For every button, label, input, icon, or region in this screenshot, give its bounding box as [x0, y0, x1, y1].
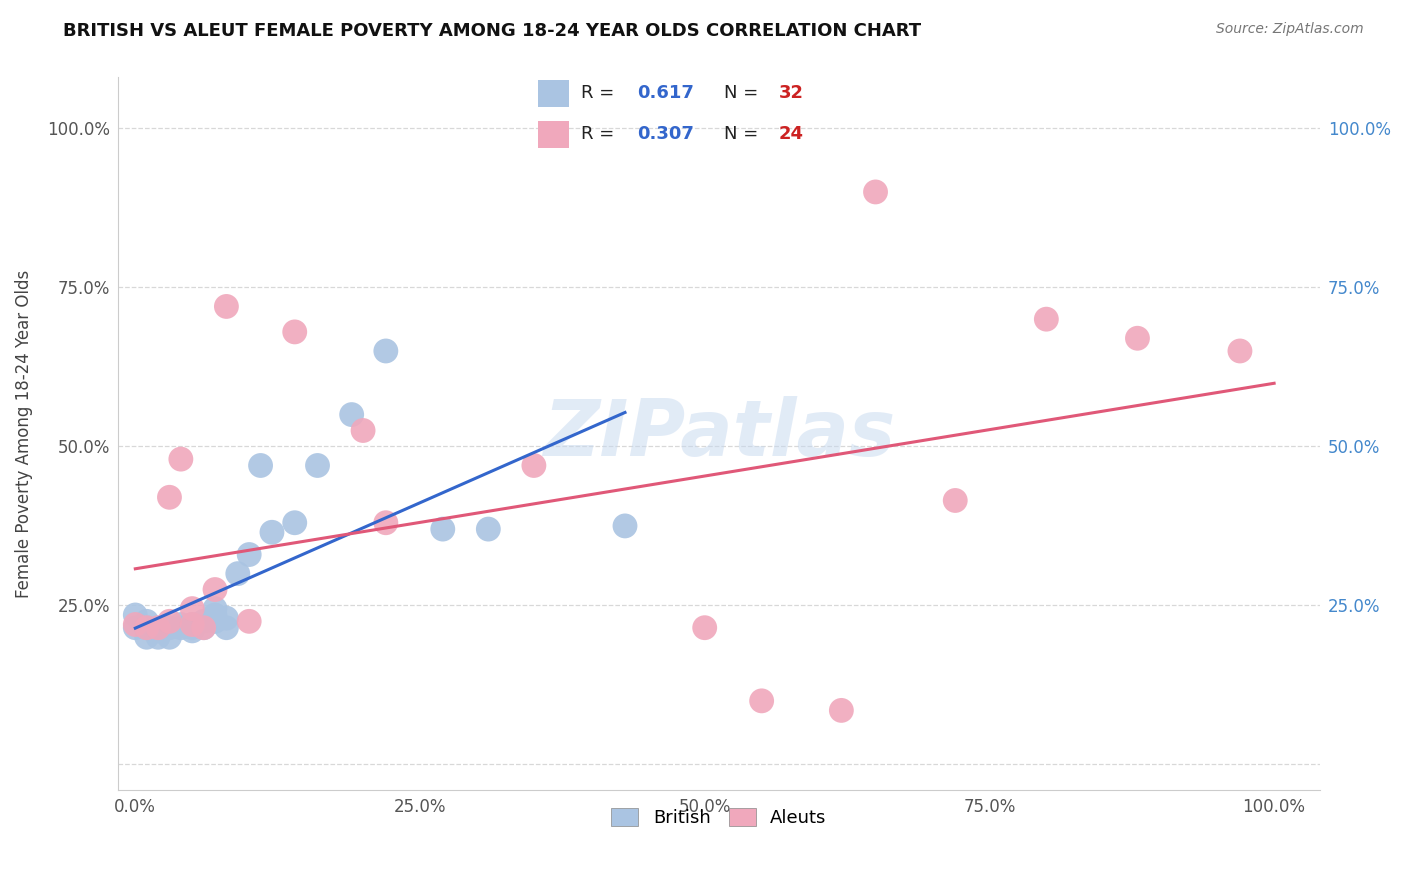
Y-axis label: Female Poverty Among 18-24 Year Olds: Female Poverty Among 18-24 Year Olds: [15, 269, 32, 598]
Point: [1035, 312, 1057, 326]
Point: [260, 525, 283, 540]
Point: [523, 458, 546, 473]
Point: [159, 491, 181, 505]
Point: [284, 516, 307, 530]
Point: [204, 607, 226, 622]
Point: [1229, 343, 1251, 358]
Point: [238, 548, 260, 562]
Point: [215, 621, 238, 635]
Text: 0.307: 0.307: [637, 125, 695, 143]
Point: [432, 522, 454, 536]
Point: [135, 621, 157, 635]
Point: [159, 615, 181, 629]
Point: [340, 408, 363, 422]
Point: [181, 617, 204, 632]
Point: [307, 458, 329, 473]
FancyBboxPatch shape: [537, 120, 568, 147]
Point: [204, 582, 226, 597]
Text: 0.617: 0.617: [637, 85, 695, 103]
Point: [193, 621, 215, 635]
Point: [204, 615, 226, 629]
Text: BRITISH VS ALEUT FEMALE POVERTY AMONG 18-24 YEAR OLDS CORRELATION CHART: BRITISH VS ALEUT FEMALE POVERTY AMONG 18…: [63, 22, 921, 40]
Point: [249, 458, 271, 473]
Point: [146, 630, 169, 644]
Point: [693, 621, 716, 635]
Point: [193, 615, 215, 629]
Point: [135, 630, 157, 644]
Point: [943, 493, 966, 508]
Point: [374, 343, 396, 358]
FancyBboxPatch shape: [537, 80, 568, 107]
Point: [159, 630, 181, 644]
Text: Source: ZipAtlas.com: Source: ZipAtlas.com: [1216, 22, 1364, 37]
Point: [204, 601, 226, 615]
Point: [284, 325, 307, 339]
Point: [352, 424, 374, 438]
Point: [374, 516, 396, 530]
Point: [170, 452, 193, 467]
Point: [124, 617, 146, 632]
Point: [238, 615, 260, 629]
Point: [1126, 331, 1149, 345]
Point: [124, 607, 146, 622]
Text: ZIPatlas: ZIPatlas: [543, 396, 896, 472]
Text: 24: 24: [779, 125, 804, 143]
Point: [193, 621, 215, 635]
Point: [146, 621, 169, 635]
Point: [124, 621, 146, 635]
Point: [135, 615, 157, 629]
Point: [751, 694, 773, 708]
Point: [170, 621, 193, 635]
Legend: British, Aleuts: British, Aleuts: [605, 800, 834, 834]
Point: [181, 617, 204, 632]
Point: [477, 522, 499, 536]
Point: [181, 624, 204, 638]
Point: [170, 617, 193, 632]
Point: [865, 185, 887, 199]
Point: [181, 621, 204, 635]
Point: [135, 621, 157, 635]
Point: [146, 624, 169, 638]
Point: [215, 611, 238, 625]
Point: [830, 703, 852, 717]
Text: R =: R =: [581, 125, 614, 143]
Point: [181, 601, 204, 615]
Text: N =: N =: [724, 85, 758, 103]
Point: [614, 519, 637, 533]
Text: N =: N =: [724, 125, 758, 143]
Point: [159, 621, 181, 635]
Point: [226, 566, 249, 581]
Text: R =: R =: [581, 85, 614, 103]
Text: 32: 32: [779, 85, 804, 103]
Point: [215, 300, 238, 314]
